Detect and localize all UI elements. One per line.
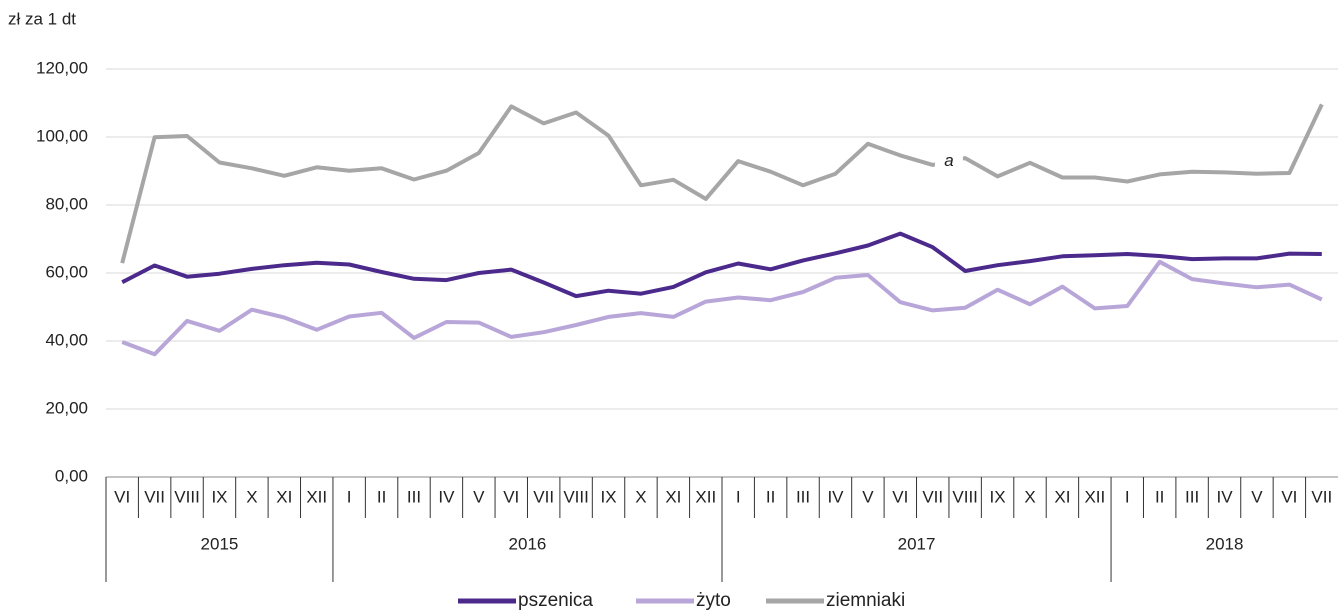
- y-tick-label: 80,00: [45, 194, 88, 213]
- x-tick-label: IV: [1216, 487, 1233, 506]
- year-label: 2016: [509, 534, 547, 553]
- x-tick-label: VII: [533, 487, 554, 506]
- y-tick-label: 20,00: [45, 398, 88, 417]
- x-tick-label: X: [635, 487, 646, 506]
- y-tick-label: 60,00: [45, 262, 88, 281]
- y-tick-label: 0,00: [55, 466, 88, 485]
- y-tick-label: 100,00: [36, 126, 88, 145]
- x-tick-label: VI: [1281, 487, 1297, 506]
- x-tick-label: I: [1125, 487, 1130, 506]
- x-tick-label: IX: [211, 487, 227, 506]
- legend-label: ziemniaki: [826, 590, 905, 611]
- x-tick-label: III: [407, 487, 421, 506]
- x-tick-label: IX: [990, 487, 1006, 506]
- y-tick-label: 120,00: [36, 58, 88, 77]
- x-tick-label: XI: [276, 487, 292, 506]
- x-tick-label: I: [736, 487, 741, 506]
- x-tick-label: VIII: [952, 487, 978, 506]
- x-tick-label: V: [862, 487, 874, 506]
- x-tick-label: VII: [922, 487, 943, 506]
- annotation: a: [944, 151, 953, 170]
- x-tick-label: X: [246, 487, 257, 506]
- x-tick-label: XII: [695, 487, 716, 506]
- x-tick-label: I: [347, 487, 352, 506]
- x-tick-label: VI: [114, 487, 130, 506]
- y-tick-label: 40,00: [45, 330, 88, 349]
- x-tick-label: III: [796, 487, 810, 506]
- x-tick-label: XI: [1054, 487, 1070, 506]
- x-tick-label: IX: [600, 487, 616, 506]
- x-tick-label: VIII: [563, 487, 589, 506]
- x-tick-label: VI: [892, 487, 908, 506]
- legend-label: pszenica: [518, 590, 593, 611]
- legend-label: żyto: [696, 590, 731, 611]
- series-line: [121, 231, 1322, 299]
- annotation-bg: [934, 149, 963, 174]
- year-label: 2018: [1206, 534, 1244, 553]
- x-tick-label: IV: [827, 487, 844, 506]
- series-line: [120, 103, 1324, 264]
- x-tick-label: III: [1185, 487, 1199, 506]
- year-label: 2017: [898, 534, 936, 553]
- x-tick-label: X: [1024, 487, 1035, 506]
- x-tick-label: VI: [503, 487, 519, 506]
- x-tick-label: XII: [1084, 487, 1105, 506]
- x-tick-label: II: [766, 487, 775, 506]
- x-tick-label: XI: [665, 487, 681, 506]
- x-tick-label: IV: [438, 487, 455, 506]
- x-tick-label: V: [1251, 487, 1263, 506]
- x-tick-label: XII: [306, 487, 327, 506]
- x-tick-label: VII: [1311, 487, 1332, 506]
- x-tick-label: II: [377, 487, 386, 506]
- x-tick-label: II: [1155, 487, 1164, 506]
- x-tick-label: V: [473, 487, 485, 506]
- series-line: [121, 259, 1323, 357]
- x-tick-label: VII: [144, 487, 165, 506]
- year-label: 2015: [201, 534, 239, 553]
- y-axis-label: zł za 1 dt: [8, 9, 76, 28]
- x-tick-label: VIII: [174, 487, 200, 506]
